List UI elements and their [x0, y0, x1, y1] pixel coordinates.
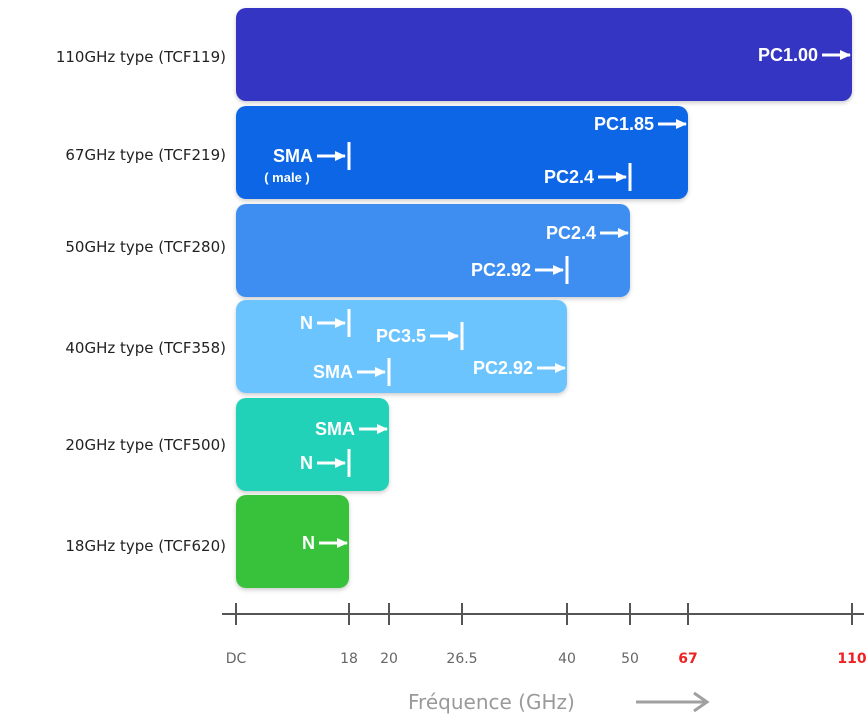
- bar: [236, 398, 389, 491]
- bar-row: 110GHz type (TCF119) PC1.00: [56, 8, 852, 101]
- bars-group: 110GHz type (TCF119) PC1.00 67GHz type (TC…: [56, 8, 852, 588]
- connector-label: PC1.85: [594, 114, 654, 134]
- connector-label: PC2.92: [471, 260, 531, 280]
- x-axis-arrow-icon: [636, 691, 710, 713]
- connector-sublabel: ( male ): [264, 170, 310, 185]
- connector-marker: PC1.85: [594, 114, 687, 134]
- connector-label: SMA: [313, 362, 353, 382]
- connector-label: PC1.00: [758, 45, 818, 65]
- bar-label: 20GHz type (TCF500): [65, 436, 226, 454]
- bar-label: 67GHz type (TCF219): [65, 146, 226, 164]
- connector-label: PC2.4: [546, 223, 596, 243]
- connector-label: PC2.4: [544, 167, 594, 187]
- arrow-head-icon: [335, 151, 346, 161]
- bar: [236, 495, 349, 588]
- arrow-head-icon: [840, 50, 851, 60]
- tick-label: 20: [380, 651, 398, 667]
- tick-label: 40: [558, 651, 576, 667]
- x-axis-label: Fréquence (GHz): [408, 690, 575, 714]
- connector-label: N: [300, 453, 313, 473]
- arrow-head-icon: [337, 538, 348, 548]
- arrow-head-icon: [553, 265, 564, 275]
- bar: [236, 300, 567, 393]
- tick-label: DC: [226, 651, 247, 667]
- arrow-head-icon: [676, 119, 687, 129]
- connector-marker: SMA: [313, 358, 391, 386]
- connector-label: PC2.92: [473, 358, 533, 378]
- x-axis: DC 18 20 26.5 40 50 67 110: [222, 603, 867, 667]
- connector-label: SMA: [273, 146, 313, 166]
- connector-marker: PC2.92: [473, 358, 566, 378]
- bar-label: 40GHz type (TCF358): [65, 339, 226, 357]
- connector-marker: N: [300, 309, 351, 337]
- arrow-head-icon: [555, 363, 566, 373]
- tick-label: 110: [837, 651, 866, 667]
- bar-label: 18GHz type (TCF620): [65, 537, 226, 555]
- arrow-head-icon: [335, 318, 346, 328]
- bar-label: 50GHz type (TCF280): [65, 238, 226, 256]
- bar-row: 50GHz type (TCF280) PC2.4 PC2.92: [65, 204, 630, 297]
- connector-marker: SMA ( male ): [264, 142, 351, 185]
- bar: [236, 204, 630, 297]
- connector-label: N: [300, 313, 313, 333]
- arrow-head-icon: [448, 331, 459, 341]
- tick-label: 18: [340, 651, 358, 667]
- connector-marker: SMA: [315, 419, 388, 439]
- connector-label: N: [302, 533, 315, 553]
- arrow-head-icon: [377, 424, 388, 434]
- connector-label: PC3.5: [376, 326, 426, 346]
- tick-label: 50: [621, 651, 639, 667]
- connector-marker: PC1.00: [758, 45, 851, 65]
- bar-row: 67GHz type (TCF219) SMA ( male ) PC1.85 PC2.…: [65, 106, 688, 199]
- connector-marker: N: [302, 533, 348, 553]
- arrow-head-icon: [618, 228, 629, 238]
- connector-marker: N: [300, 449, 351, 477]
- tick-label: 67: [678, 651, 697, 667]
- connector-marker: PC2.92: [471, 256, 569, 284]
- bar: [236, 8, 852, 101]
- connector-label: SMA: [315, 419, 355, 439]
- arrow-head-icon: [616, 172, 627, 182]
- connector-marker: PC3.5: [376, 322, 464, 350]
- tick-label: 26.5: [446, 651, 477, 667]
- connector-marker: PC2.4: [544, 163, 632, 191]
- arrow-head-icon: [335, 458, 346, 468]
- arrow-head-icon: [375, 367, 386, 377]
- bar-row: 18GHz type (TCF620) N: [65, 495, 349, 588]
- bar-label: 110GHz type (TCF119): [56, 48, 226, 66]
- connector-marker: PC2.4: [546, 223, 629, 243]
- bar: [236, 106, 688, 199]
- bar-row: 40GHz type (TCF358) N PC3.5 SMA PC2.92: [65, 300, 567, 393]
